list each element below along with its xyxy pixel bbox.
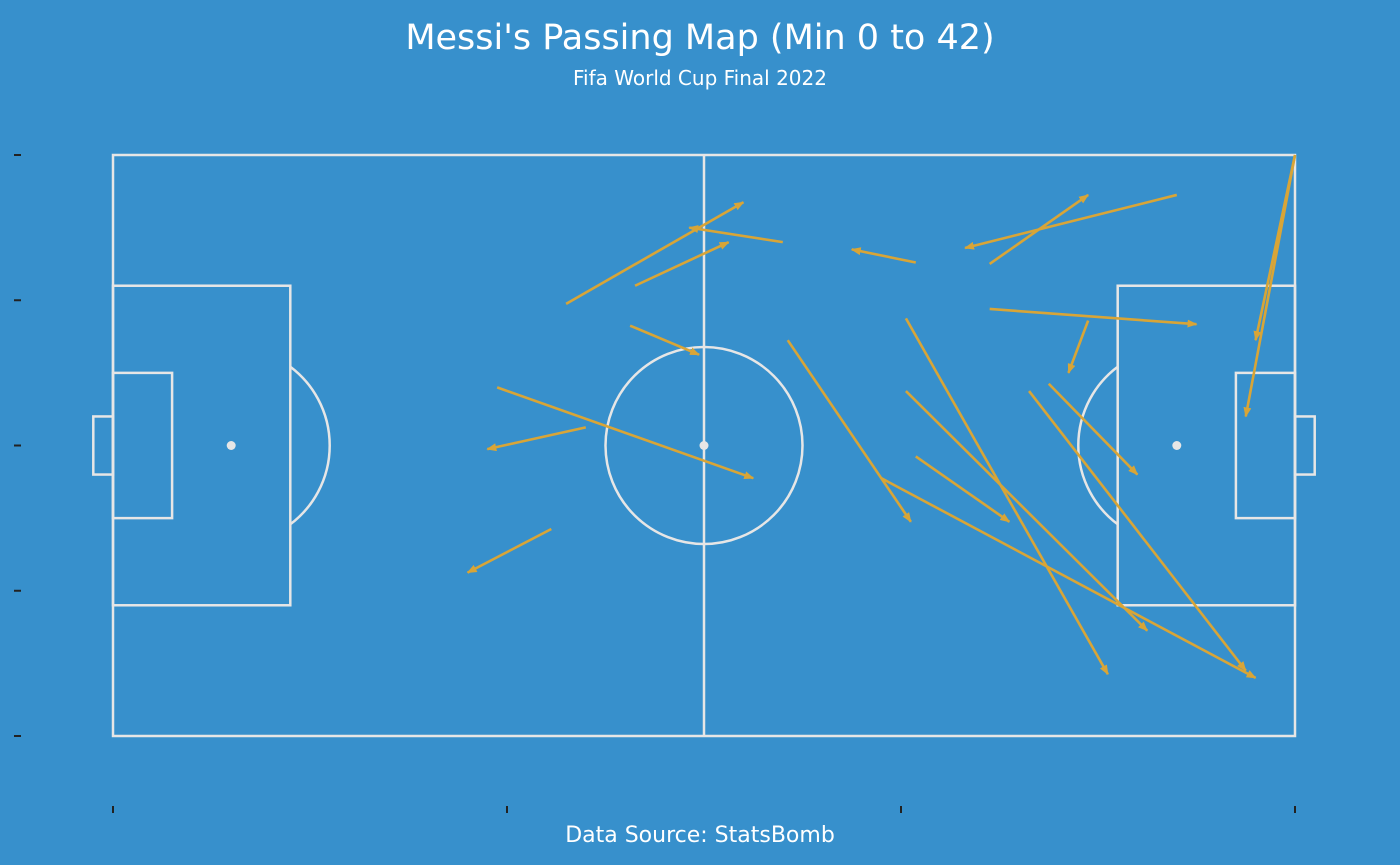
left-six-yard-box [111, 371, 174, 520]
pass-arrow-16 [880, 477, 1257, 680]
pass-arrow-20 [486, 426, 587, 452]
pass-arrow-1 [565, 201, 745, 306]
chart-subtitle: Fifa World Cup Final 2022 [573, 66, 827, 90]
pass-arrow-8 [1243, 154, 1297, 418]
chart-title: Messi's Passing Map (Min 0 to 42) [405, 18, 995, 58]
pass-arrow-19 [496, 386, 755, 480]
pass-arrow-3 [688, 225, 783, 244]
left-penalty-area [111, 284, 292, 607]
pitch-markings [92, 153, 1316, 738]
axis-ticks [14, 154, 1296, 813]
centre-circle [604, 345, 804, 546]
pass-arrow-13 [904, 317, 1109, 676]
data-source-caption: Data Source: StatsBomb [565, 823, 835, 848]
pass-arrow-12 [786, 339, 912, 523]
pass-arrow-9 [989, 307, 1198, 328]
right-penalty-area [1116, 284, 1297, 607]
pass-arrow-21 [466, 527, 552, 574]
pass-arrow-11 [629, 324, 700, 356]
pass-arrow-6 [964, 193, 1178, 250]
pass-arrow-10 [1067, 320, 1090, 374]
pass-arrow-18 [1047, 382, 1139, 476]
pass-arrow-15 [915, 455, 1011, 523]
pass-arrow-14 [905, 390, 1149, 632]
pass-arrow-4 [850, 247, 917, 264]
centre-spot [699, 441, 709, 450]
right-penalty-spot [1172, 441, 1182, 450]
pass-arrow-2 [634, 240, 730, 287]
right-goal [1293, 415, 1316, 476]
right-six-yard-box [1234, 371, 1297, 520]
pass-arrows [466, 154, 1297, 680]
right-penalty-arc [1077, 365, 1119, 526]
left-penalty-spot [226, 441, 236, 450]
left-penalty-arc [289, 365, 331, 526]
pass-arrow-17 [1028, 390, 1247, 672]
left-goal [92, 415, 115, 476]
